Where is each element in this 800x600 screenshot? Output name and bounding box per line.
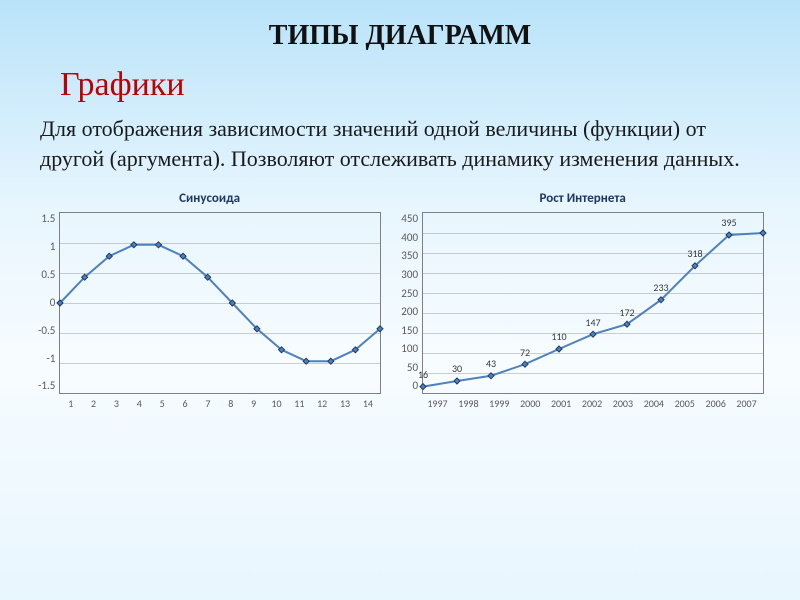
data-label: 318 [687,247,702,260]
data-label: 16 [418,368,428,381]
x-tick: 2002 [577,397,608,410]
data-label: 30 [452,362,462,375]
x-tick: 11 [288,397,311,410]
y-axis: 450 400 350 300 250 200 150 100 50 0 [401,212,422,392]
x-tick: 2006 [700,397,731,410]
series-svg [423,213,763,393]
x-tick: 6 [174,397,197,410]
x-tick: 2 [82,397,105,410]
chart-internet-growth: Рост Интернета 4504003503002502001501005… [401,191,764,410]
x-tick: 14 [356,397,379,410]
page-subtitle: Графики [60,66,770,104]
x-axis: 1234567891011121314 [59,397,379,410]
x-tick: 2003 [607,397,638,410]
x-tick: 2007 [731,397,762,410]
y-tick: 350 [401,249,418,262]
data-label: 172 [619,306,634,319]
x-tick: 1997 [422,397,453,410]
page-title: ТИПЫ ДИАГРАММ [30,20,770,52]
x-tick: 4 [128,397,151,410]
x-tick: 1998 [453,397,484,410]
y-tick: 0 [412,379,418,392]
y-tick: 150 [401,324,418,337]
y-tick: 1.5 [41,212,55,225]
x-tick: 10 [265,397,288,410]
y-tick: 50 [407,361,418,374]
x-tick: 5 [151,397,174,410]
x-tick: 8 [219,397,242,410]
x-tick: 3 [105,397,128,410]
data-label: 110 [551,330,566,343]
x-axis: 1997199819992000200120022003200420052006… [422,397,762,410]
x-tick: 12 [311,397,334,410]
y-tick: 450 [401,212,418,225]
body-text: Для отображения зависимости значений одн… [40,114,760,173]
y-tick: -1 [46,352,55,365]
chart-title: Синусоида [38,191,381,206]
x-tick: 13 [334,397,357,410]
y-tick: 1 [50,240,56,253]
y-tick: -0.5 [38,324,55,337]
x-tick: 2005 [669,397,700,410]
y-tick: 200 [401,305,418,318]
x-tick: 2004 [638,397,669,410]
data-label: 147 [585,316,600,329]
chart-sinusoid: Синусоида 1.510.50-0.5-1-1.5 12345678910… [38,191,381,410]
series-svg [60,213,380,393]
x-tick: 2001 [546,397,577,410]
x-tick: 1 [59,397,82,410]
chart-title: Рост Интернета [401,191,764,206]
data-label: 43 [486,357,496,370]
y-tick: 400 [401,231,418,244]
y-axis: 1.5 1 0.5 0 -0.5 -1 -1.5 [38,212,59,392]
y-tick: 0.5 [41,268,55,281]
data-label: 233 [653,281,668,294]
charts-row: Синусоида 1.510.50-0.5-1-1.5 12345678910… [30,191,770,410]
x-tick: 9 [242,397,265,410]
data-label: 72 [520,346,530,359]
y-tick: 0 [50,296,56,309]
y-tick: 300 [401,268,418,281]
y-tick: -1.5 [38,379,55,392]
plot-area: 16304372110147172233318395 [422,212,764,394]
x-tick: 2000 [515,397,546,410]
x-tick: 7 [196,397,219,410]
data-label: 395 [721,216,736,229]
y-tick: 250 [401,287,418,300]
y-tick: 100 [401,342,418,355]
x-tick: 1999 [484,397,515,410]
plot-area [59,212,381,394]
